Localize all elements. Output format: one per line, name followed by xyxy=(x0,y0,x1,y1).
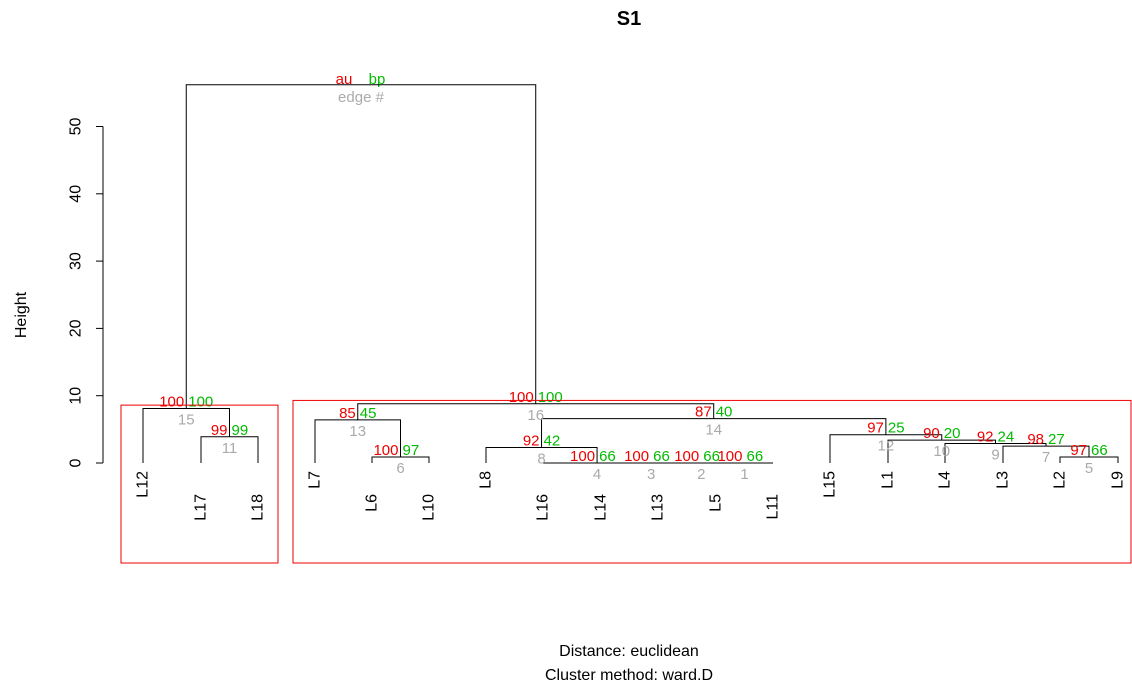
bp-value-5: 66 xyxy=(1091,442,1108,459)
au-value-1: 100 xyxy=(717,448,742,465)
y-tick-label: 30 xyxy=(68,252,85,270)
leaf-label-L8: L8 xyxy=(478,471,495,489)
leaf-label-L4: L4 xyxy=(937,471,954,489)
edge-number-14: 14 xyxy=(705,422,722,439)
branch-edge-17 xyxy=(185,84,537,409)
leaf-label-L18: L18 xyxy=(250,494,267,521)
leaf-label-L13: L13 xyxy=(650,494,667,521)
bp-value-11: 99 xyxy=(232,422,249,439)
au-value-12: 97 xyxy=(867,420,884,437)
au-value-9: 92 xyxy=(977,428,994,445)
leaf-labels: L12 L17 L18 L7 L6 L10 L8 L16 L14 L13 L5 L11 L15 L1 L4 L… xyxy=(135,471,1127,521)
edge-number-8: 8 xyxy=(537,451,545,468)
edge-number-4: 4 xyxy=(593,466,601,483)
bp-value-1: 66 xyxy=(747,448,764,465)
bp-value-7: 27 xyxy=(1048,431,1065,448)
y-axis-label: Height xyxy=(13,291,30,338)
bp-value-14: 40 xyxy=(716,404,733,421)
leaf-label-L7: L7 xyxy=(307,471,324,489)
leaf-label-L1: L1 xyxy=(880,471,897,489)
y-tick-label: 40 xyxy=(68,185,85,203)
legend-au: au xyxy=(336,71,353,88)
bp-value-15: 100 xyxy=(188,393,213,410)
bp-value-4: 66 xyxy=(599,448,616,465)
cluster-box-2 xyxy=(292,399,1132,564)
leaf-label-L12: L12 xyxy=(135,471,152,498)
x-axis-label-distance: Distance: euclidean xyxy=(559,643,699,660)
y-axis: 0 10 20 30 40 50 xyxy=(68,118,104,467)
edge-number-11: 11 xyxy=(222,440,238,457)
edge-number-2: 2 xyxy=(697,466,705,483)
bp-value-13: 45 xyxy=(360,405,377,422)
bp-value-12: 25 xyxy=(888,420,905,437)
au-value-6: 100 xyxy=(373,442,398,459)
y-tick-label: 10 xyxy=(68,387,85,405)
legend-bp: bp xyxy=(369,71,386,88)
au-value-14: 87 xyxy=(695,404,712,421)
cluster-highlight-boxes xyxy=(120,399,1132,564)
edge-number-15: 15 xyxy=(178,411,195,428)
edge-number-10: 10 xyxy=(933,443,950,460)
chart-title: S1 xyxy=(617,8,641,30)
leaf-label-L3: L3 xyxy=(995,471,1012,489)
au-value-10: 90 xyxy=(923,425,940,442)
bp-value-16: 100 xyxy=(538,389,563,406)
dendrogram-branches xyxy=(142,84,1119,464)
au-value-4: 100 xyxy=(570,448,595,465)
edge-number-3: 3 xyxy=(647,466,655,483)
leaf-label-L5: L5 xyxy=(708,494,725,512)
au-value-7: 98 xyxy=(1027,431,1044,448)
edge-number-5: 5 xyxy=(1085,460,1093,477)
leaf-label-L2: L2 xyxy=(1052,471,1069,489)
leaf-label-L11: L11 xyxy=(765,494,782,520)
bp-value-2: 66 xyxy=(703,448,720,465)
y-tick-label: 20 xyxy=(68,319,85,337)
au-value-8: 92 xyxy=(523,433,540,450)
leaf-label-L15: L15 xyxy=(822,471,839,498)
au-value-11: 99 xyxy=(211,422,228,439)
leaf-label-L9: L9 xyxy=(1110,471,1127,489)
cluster-box-1 xyxy=(120,404,279,564)
leaf-label-L16: L16 xyxy=(535,494,552,521)
bp-value-10: 20 xyxy=(944,425,961,442)
bp-value-8: 42 xyxy=(544,433,561,450)
y-tick-label: 0 xyxy=(68,458,85,467)
edge-number-6: 6 xyxy=(396,460,404,477)
bp-value-9: 24 xyxy=(998,428,1015,445)
edge-number-12: 12 xyxy=(878,438,895,455)
au-value-15: 100 xyxy=(159,393,184,410)
au-value-3: 100 xyxy=(624,448,649,465)
au-value-2: 100 xyxy=(674,448,699,465)
au-value-16: 100 xyxy=(509,389,534,406)
au-value-5: 97 xyxy=(1070,442,1087,459)
au-value-13: 85 xyxy=(339,405,356,422)
leaf-label-L14: L14 xyxy=(593,494,610,521)
edge-number-7: 7 xyxy=(1042,449,1050,466)
edge-number-9: 9 xyxy=(991,446,999,463)
leaf-label-L6: L6 xyxy=(364,494,381,512)
bp-value-3: 66 xyxy=(653,448,670,465)
leaf-label-L17: L17 xyxy=(193,494,210,521)
y-tick-label: 50 xyxy=(68,118,85,136)
edge-number-13: 13 xyxy=(349,423,366,440)
legend-edge: edge # xyxy=(338,89,385,106)
x-axis-label-method: Cluster method: ward.D xyxy=(545,667,713,684)
edge-number-16: 16 xyxy=(527,407,544,424)
leaf-label-L10: L10 xyxy=(421,494,438,521)
bp-value-6: 97 xyxy=(403,442,420,459)
edge-number-1: 1 xyxy=(740,466,748,483)
